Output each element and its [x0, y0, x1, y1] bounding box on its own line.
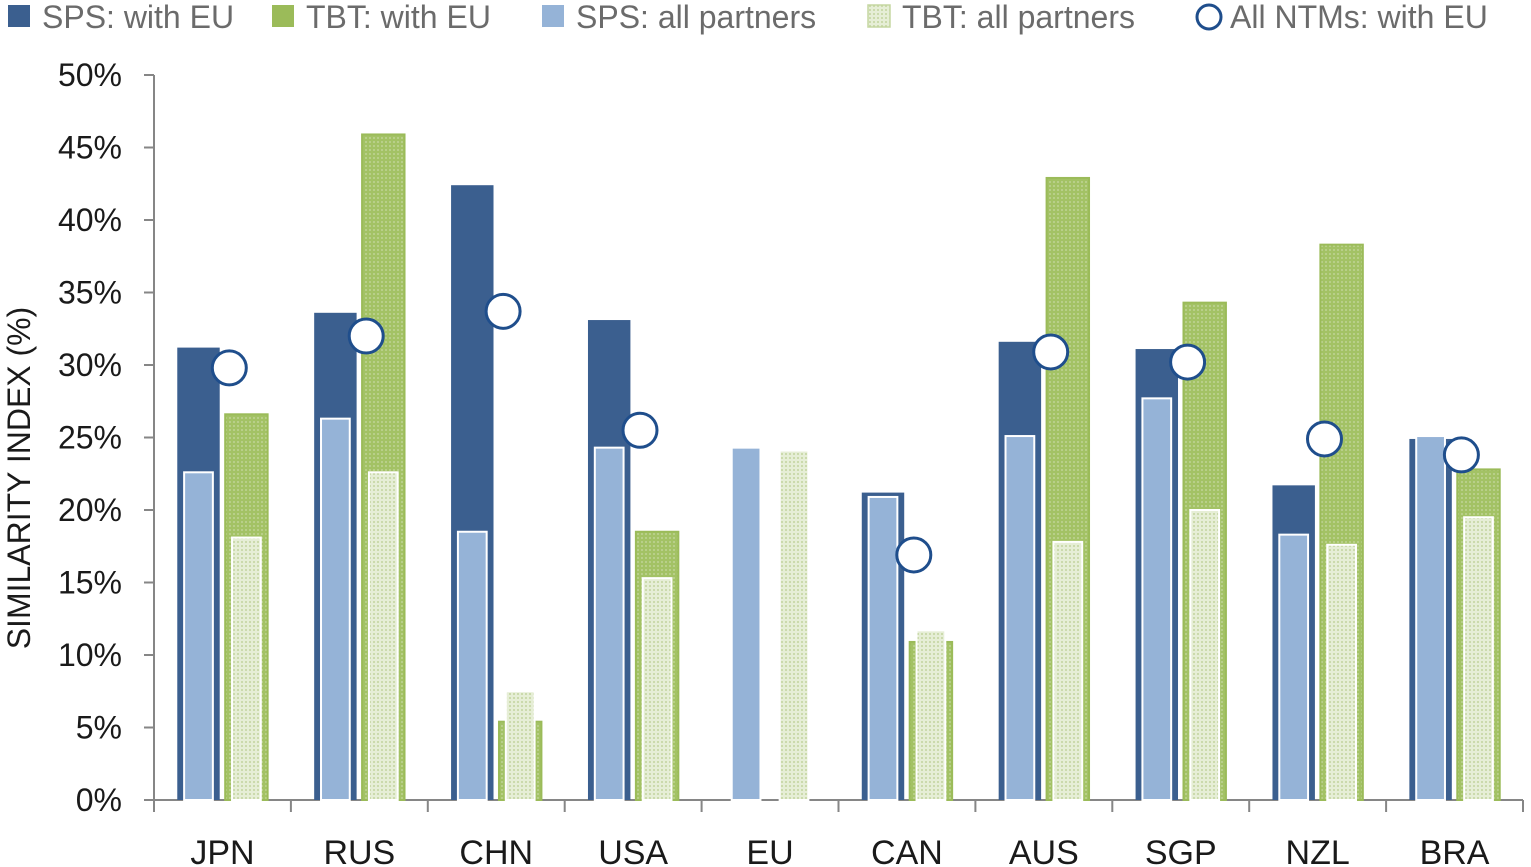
- x-tick-label-rus: RUS: [323, 834, 395, 867]
- legend: SPS: with EU TBT: with EU SPS: all partner…: [8, 0, 1488, 35]
- x-tick-label-can: CAN: [871, 834, 943, 867]
- legend-label: TBT: with EU: [306, 0, 491, 35]
- y-tick-label: 0%: [76, 782, 122, 818]
- bar-tbt-all-partners-chn: [504, 690, 536, 801]
- marker-all-ntms-with-eu-rus: [347, 317, 385, 355]
- y-tick-label: 45%: [58, 130, 122, 166]
- y-tick-label: 30%: [58, 347, 122, 383]
- legend-item-sps-all-partners: SPS: all partners: [542, 0, 816, 35]
- legend-label: SPS: all partners: [576, 0, 816, 35]
- bar-sps-all-partners-rus: [320, 417, 351, 801]
- marker-all-ntms-with-eu-usa: [621, 411, 659, 449]
- y-axis-title: SIMILARITY INDEX (%): [1, 307, 37, 650]
- bar-tbt-all-partners-jpn: [231, 536, 262, 801]
- marker-all-ntms-with-eu-sgp: [1169, 343, 1207, 381]
- y-tick-label: 40%: [58, 202, 122, 238]
- legend-swatch: [867, 4, 891, 28]
- x-axis: JPN RUS CHN USA EU CAN AUS SGP NZL BRA: [153, 799, 1524, 867]
- x-tick-label-chn: CHN: [459, 834, 533, 867]
- marker-all-ntms-with-eu-jpn: [210, 349, 248, 387]
- legend-item-tbt-with-eu: TBT: with EU: [272, 0, 491, 35]
- legend-swatch: [8, 5, 30, 27]
- x-tick-label-usa: USA: [598, 834, 668, 867]
- x-tick-label-bra: BRA: [1420, 834, 1490, 867]
- x-tick-label-sgp: SGP: [1145, 834, 1217, 867]
- bars: [177, 133, 1501, 802]
- marker-all-ntms-with-eu-can: [895, 536, 933, 574]
- y-axis: 0% 5% 10% 15% 20% 25% 30% 35% 40% 45% 50%: [58, 57, 155, 818]
- y-tick-label: 5%: [76, 710, 122, 746]
- x-tick-label-aus: AUS: [1009, 834, 1079, 867]
- bar-tbt-all-partners-eu: [778, 449, 810, 801]
- bar-tbt-all-partners-sgp: [1189, 509, 1221, 801]
- markers: [210, 292, 1480, 574]
- bar-sps-all-partners-aus: [1004, 435, 1036, 801]
- bar-sps-all-partners-eu: [730, 446, 762, 801]
- bar-sps-all-partners-bra: [1415, 435, 1446, 801]
- marker-all-ntms-with-eu-chn: [484, 292, 522, 330]
- bar-sps-all-partners-usa: [593, 446, 625, 801]
- x-tick-label-jpn: JPN: [190, 834, 254, 867]
- y-tick-label: 10%: [58, 637, 122, 673]
- y-tick-label: 15%: [58, 565, 122, 601]
- bar-tbt-all-partners-aus: [1052, 540, 1084, 802]
- bar-sps-all-partners-can: [867, 495, 899, 801]
- legend-swatch: [1195, 3, 1223, 31]
- bar-sps-all-partners-nzl: [1278, 533, 1310, 802]
- y-tick-label: 20%: [58, 492, 122, 528]
- bar-tbt-all-partners-rus: [367, 471, 399, 801]
- bar-sps-all-partners-jpn: [183, 471, 214, 801]
- legend-item-all-ntms-with-eu: All NTMs: with EU: [1195, 0, 1488, 35]
- marker-all-ntms-with-eu-aus: [1032, 333, 1070, 371]
- marker-all-ntms-with-eu-nzl: [1305, 420, 1343, 458]
- bar-tbt-all-partners-usa: [641, 577, 673, 802]
- marker-all-ntms-with-eu-bra: [1442, 436, 1480, 474]
- legend-label: TBT: all partners: [902, 0, 1135, 35]
- bar-sps-all-partners-chn: [456, 530, 488, 801]
- x-tick-label-eu: EU: [746, 834, 793, 867]
- bar-tbt-all-partners-can: [915, 629, 947, 801]
- bar-tbt-all-partners-nzl: [1326, 543, 1357, 801]
- legend-label: SPS: with EU: [42, 0, 234, 35]
- legend-item-sps-with-eu: SPS: with EU: [8, 0, 234, 35]
- bar-tbt-all-partners-bra: [1463, 516, 1494, 801]
- legend-item-tbt-all-partners: TBT: all partners: [867, 0, 1135, 35]
- legend-swatch: [542, 5, 564, 27]
- y-tick-label: 35%: [58, 275, 122, 311]
- x-tick-label-nzl: NZL: [1286, 834, 1350, 867]
- y-tick-label: 25%: [58, 420, 122, 456]
- legend-label: All NTMs: with EU: [1230, 0, 1488, 35]
- legend-swatch: [272, 5, 294, 27]
- y-tick-label: 50%: [58, 57, 122, 93]
- bar-sps-all-partners-sgp: [1141, 397, 1173, 801]
